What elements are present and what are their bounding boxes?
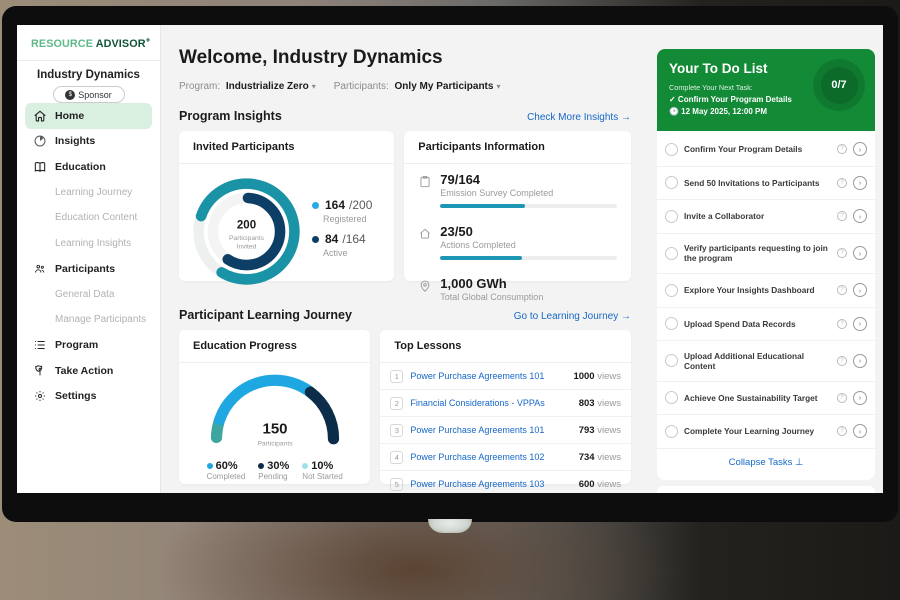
- svg-text:Invited: Invited: [237, 244, 257, 251]
- svg-text:150: 150: [262, 421, 287, 438]
- svg-text:Participants: Participants: [229, 235, 265, 242]
- svg-text:Participants: Participants: [257, 441, 293, 448]
- svg-text:200: 200: [237, 220, 256, 232]
